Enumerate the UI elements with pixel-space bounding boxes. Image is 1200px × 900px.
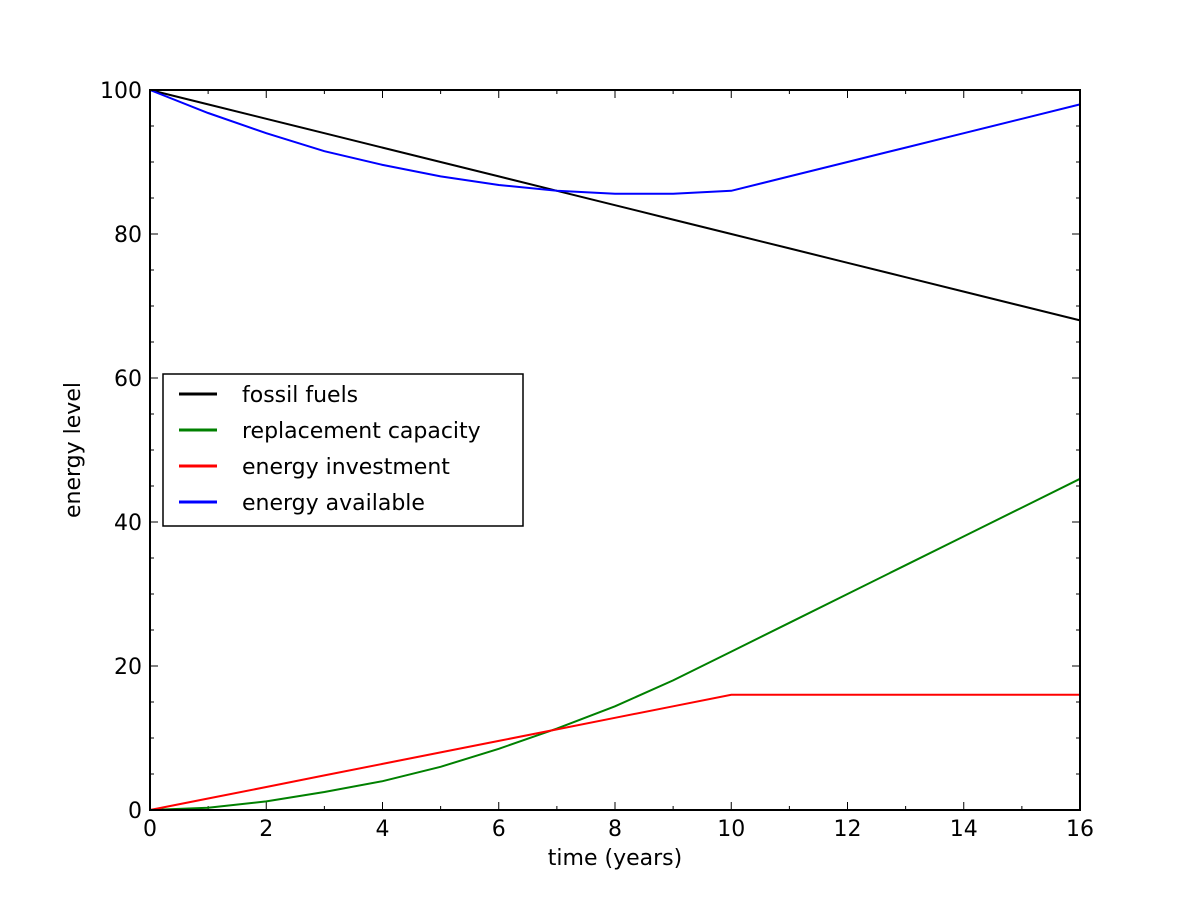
legend-label: fossil fuels — [242, 383, 358, 408]
series-line-fossil-fuels — [149, 89, 1081, 322]
x-tick-label: 12 — [834, 817, 862, 842]
series-lines — [149, 89, 1081, 811]
legend-entries: fossil fuels replacement capacity energy i… — [179, 383, 481, 516]
legend-label: energy available — [242, 491, 425, 516]
y-tick-label: 0 — [128, 799, 142, 824]
x-tick-label: 2 — [259, 817, 273, 842]
x-tick-label: 16 — [1066, 817, 1094, 842]
x-axis-label: time (years) — [548, 846, 682, 871]
series-line-replacement-capacity — [149, 477, 1081, 811]
y-tick-label: 40 — [114, 511, 142, 536]
series-line-energy-available — [149, 89, 1081, 195]
series-line-energy-investment — [149, 693, 1080, 811]
x-tick-label: 0 — [143, 817, 157, 842]
y-tick-label: 60 — [114, 367, 142, 392]
x-tick-label: 10 — [717, 817, 745, 842]
legend-box — [162, 373, 524, 527]
y-axis-label: energy level — [61, 382, 86, 518]
x-tick-label: 6 — [492, 817, 506, 842]
legend-label: replacement capacity — [242, 419, 481, 444]
legend: fossil fuels replacement capacity energy i… — [162, 373, 524, 527]
x-tick-label: 14 — [950, 817, 978, 842]
x-tick-label: 4 — [376, 817, 390, 842]
y-tick-label: 20 — [114, 655, 142, 680]
tick-labels: 0 2 4 6 8 10 12 14 16 0 20 40 60 80 100 — [100, 79, 1094, 842]
x-tick-label: 8 — [608, 817, 622, 842]
legend-label: energy investment — [242, 455, 450, 480]
plot-frame — [149, 89, 1081, 811]
y-tick-label: 100 — [100, 79, 142, 104]
y-tick-label: 80 — [114, 223, 142, 248]
